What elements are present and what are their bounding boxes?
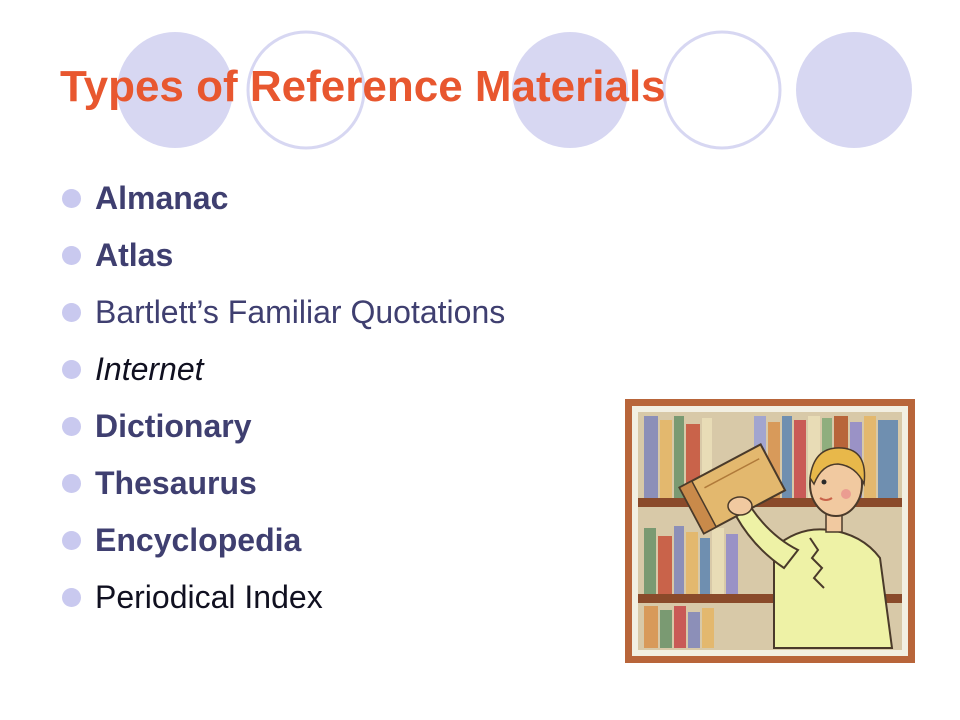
decor-circle-filled <box>796 32 912 148</box>
bullet-item: Atlas <box>62 227 505 284</box>
bullet-item: Almanac <box>62 170 505 227</box>
bullet-text: Thesaurus <box>95 465 257 501</box>
slide-title: Types of Reference Materials <box>60 62 666 112</box>
bullet-dot-icon <box>62 360 81 379</box>
bullet-text: Internet <box>95 351 204 387</box>
person-with-book-library-icon <box>624 398 916 664</box>
bullet-dot-icon <box>62 588 81 607</box>
bullet-dot-icon <box>62 189 81 208</box>
bullet-text: Dictionary <box>95 408 251 444</box>
decor-circle-outline <box>664 32 780 148</box>
bullet-text: Almanac <box>95 180 228 216</box>
bullet-text: Bartlett’s Familiar Quotations <box>95 294 505 330</box>
bullet-text: Atlas <box>95 237 173 273</box>
bullet-item: Bartlett’s Familiar Quotations <box>62 284 505 341</box>
bullet-item: Encyclopedia <box>62 512 505 569</box>
bullet-dot-icon <box>62 246 81 265</box>
bullet-dot-icon <box>62 474 81 493</box>
bullet-dot-icon <box>62 531 81 550</box>
bullet-item: Thesaurus <box>62 455 505 512</box>
bullet-list: Almanac Atlas Bartlett’s Familiar Quotat… <box>62 170 505 626</box>
bullet-text: Periodical Index <box>95 579 323 615</box>
bullet-item: Internet <box>62 341 505 398</box>
bullet-item: Periodical Index <box>62 569 505 626</box>
bullet-dot-icon <box>62 417 81 436</box>
bullet-dot-icon <box>62 303 81 322</box>
bullet-text: Encyclopedia <box>95 522 301 558</box>
bullet-item: Dictionary <box>62 398 505 455</box>
